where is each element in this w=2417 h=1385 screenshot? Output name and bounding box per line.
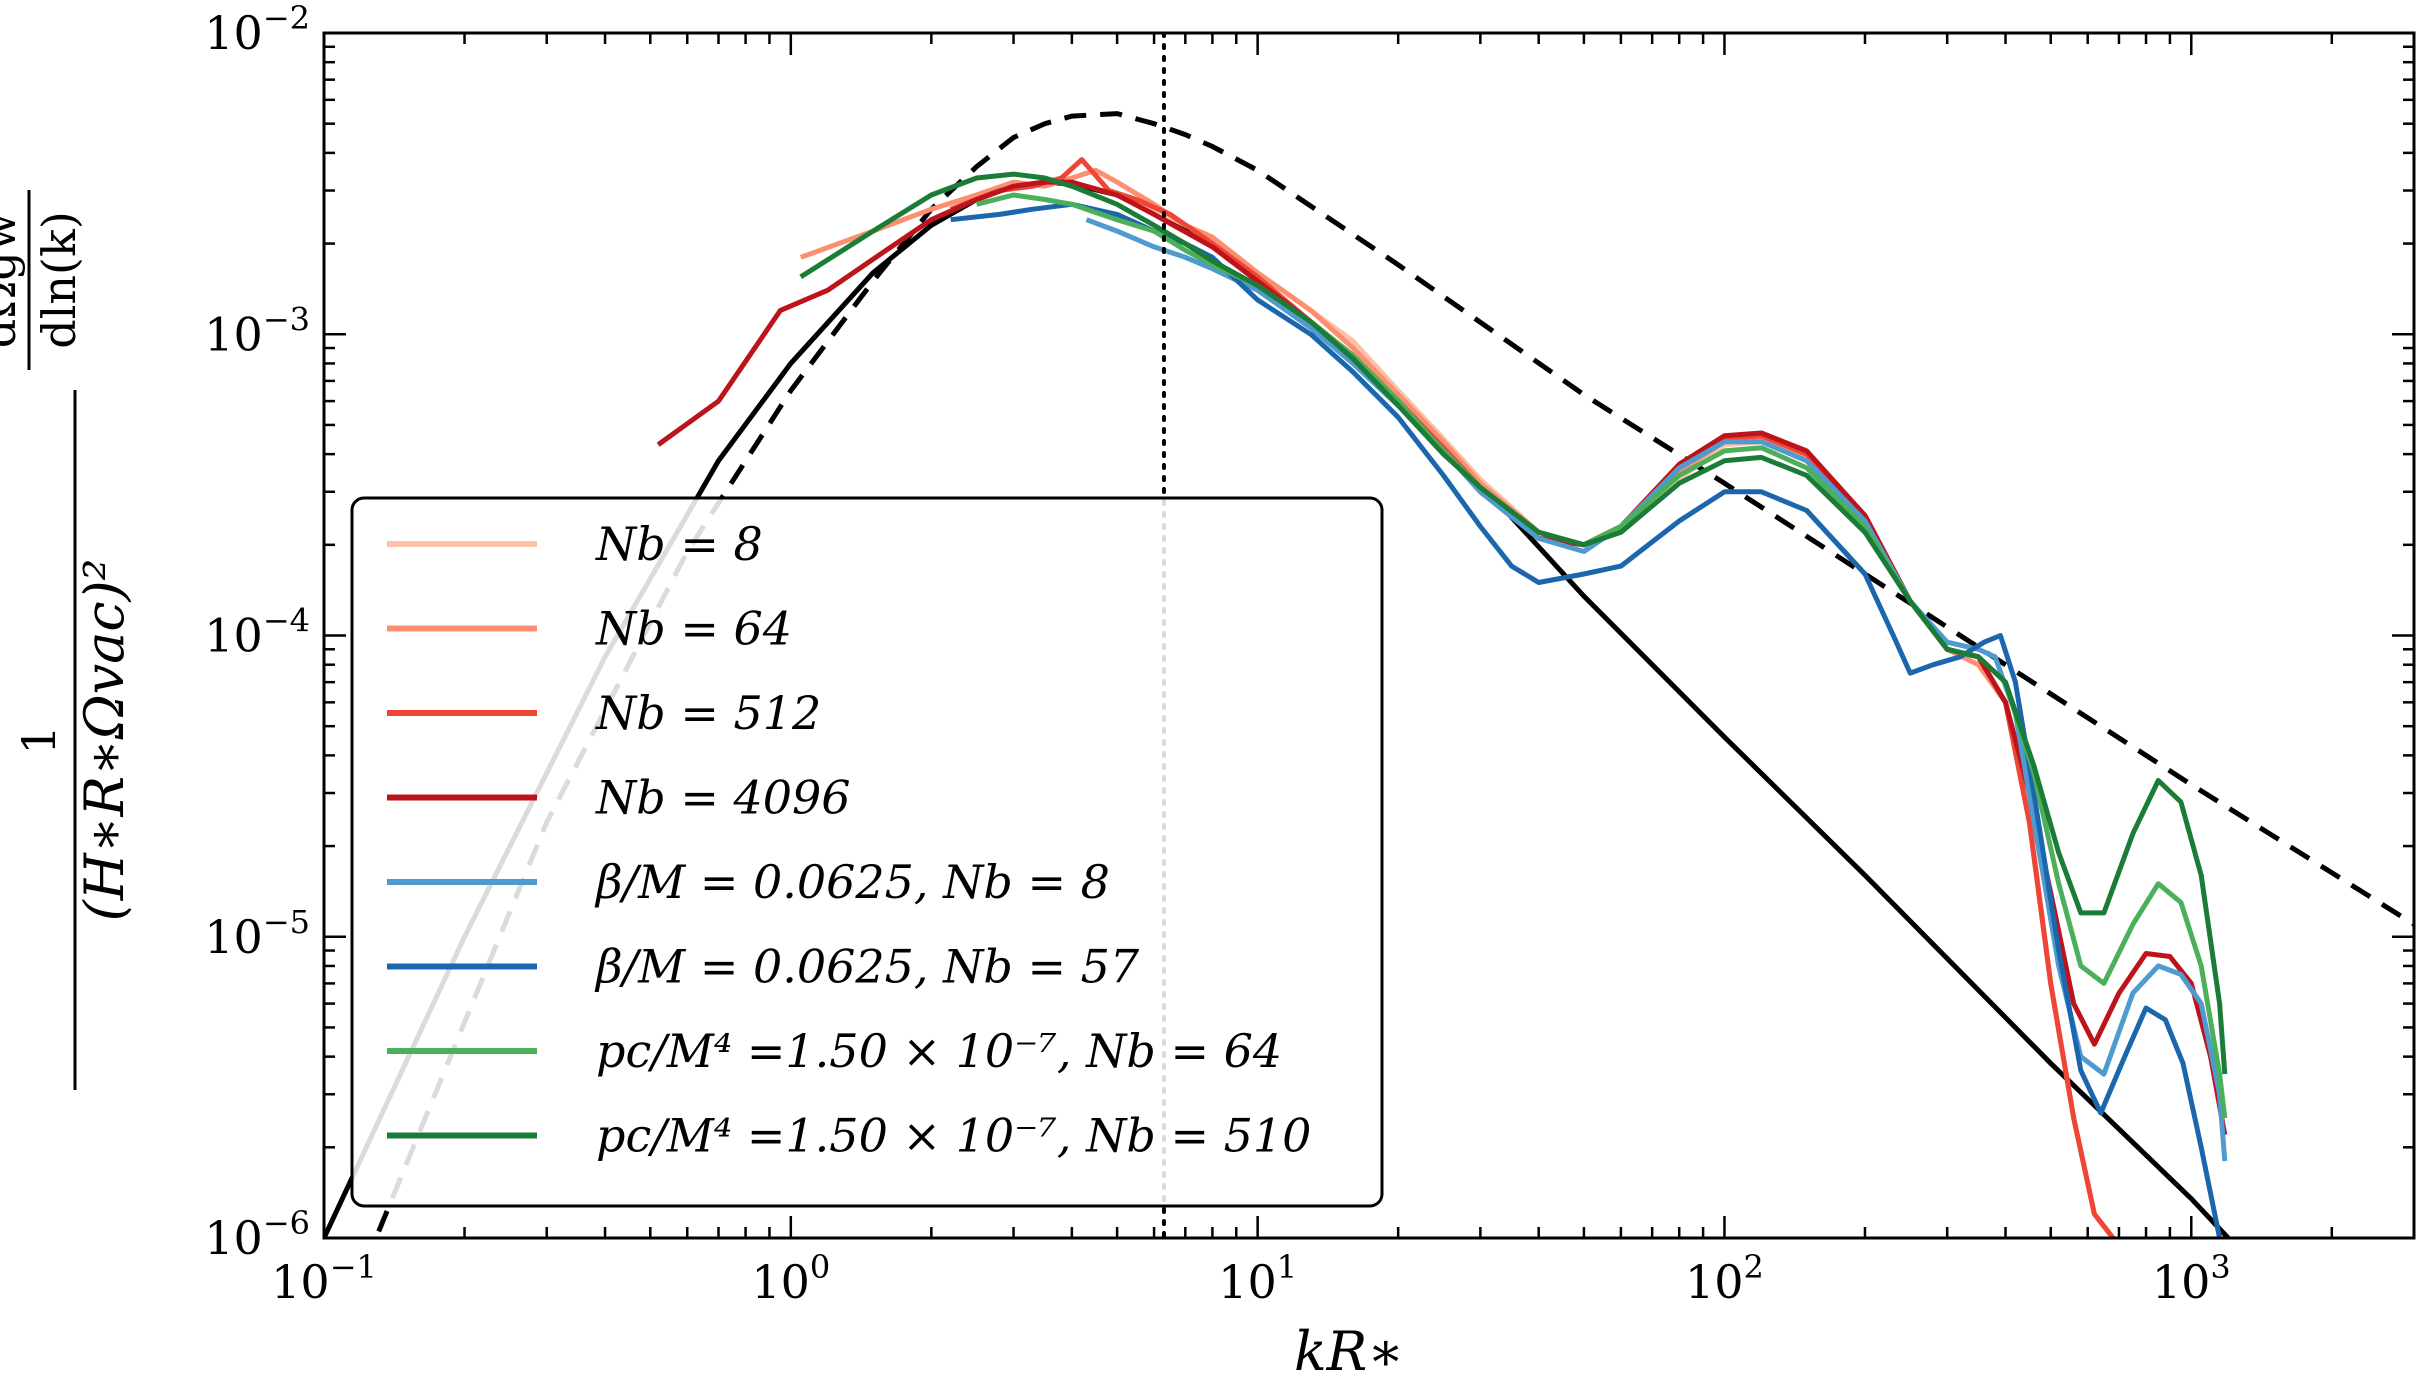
legend-label: pc/M⁴ =1.50 × 10⁻⁷, Nb = 64: [596, 1024, 1282, 1078]
x-tick-label: 102: [1685, 1248, 1764, 1309]
legend-label: β/M = 0.0625, Nb = 57: [594, 940, 1140, 994]
series-line-6: [975, 192, 2228, 1119]
legend-label: pc/M⁴ =1.50 × 10⁻⁷, Nb = 510: [596, 1109, 1311, 1163]
y-tick-label: 10−5: [204, 903, 310, 964]
legend-box: [350, 496, 1384, 1208]
legend-label: Nb = 4096: [595, 771, 851, 825]
y-label-denominator: (H∗R∗Ωvac)²: [73, 559, 136, 922]
legend-label: β/M = 0.0625, Nb = 8: [594, 855, 1110, 909]
reference-curve-dashed: [373, 111, 2414, 1238]
y-tick-label: 10−3: [204, 300, 310, 361]
x-tick-label: 100: [751, 1248, 830, 1309]
y-label-fraction-top: dΩgw: [0, 212, 26, 348]
x-axis-label: kR∗: [1294, 1320, 1404, 1383]
legend-label: Nb = 512: [595, 686, 821, 740]
x-tick-label: 103: [2152, 1248, 2231, 1309]
x-tick-label: 10−1: [271, 1248, 377, 1309]
y-tick-label: 10−6: [204, 1204, 310, 1265]
legend-label: Nb = 8: [595, 517, 763, 571]
y-label-numerator: 1: [12, 725, 66, 754]
legend-label: Nb = 64: [595, 602, 792, 656]
x-tick-label: 101: [1218, 1248, 1297, 1309]
series-line-4: [1085, 217, 2228, 1162]
series-line-7: [799, 171, 2228, 1075]
y-axis-label: 1 (H∗R∗Ωvac)² dΩgw dln(k): [0, 190, 136, 1090]
y-tick-label: 10−4: [204, 602, 310, 663]
y-label-fraction-bottom: dln(k): [32, 211, 86, 349]
y-tick-label: 10−2: [204, 0, 310, 60]
